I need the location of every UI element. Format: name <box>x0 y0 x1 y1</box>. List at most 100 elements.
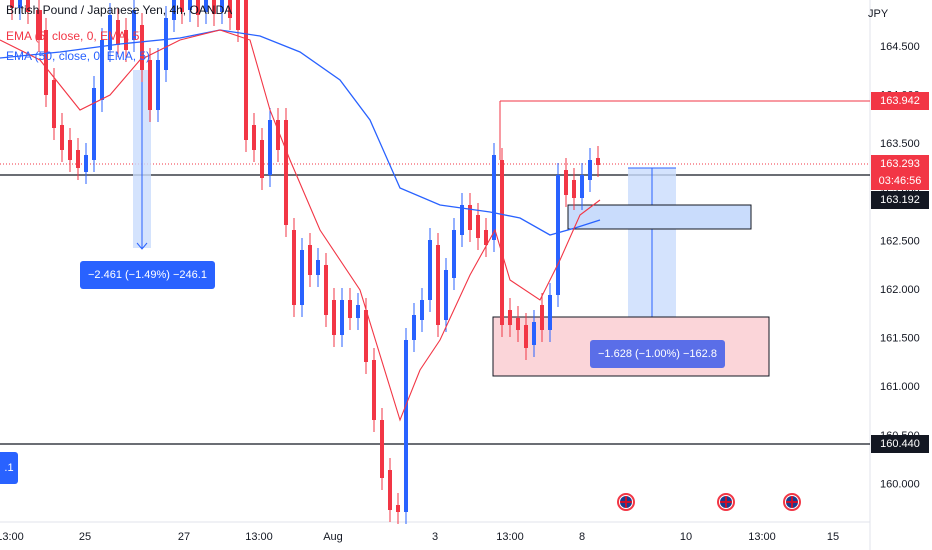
candle-body <box>580 175 584 198</box>
candle-body <box>228 0 232 18</box>
candle-body <box>100 40 104 100</box>
candle-body <box>516 318 520 330</box>
candle-body <box>148 60 152 110</box>
candle-body <box>68 140 72 160</box>
candle-body <box>236 0 240 30</box>
candle-body <box>508 310 512 325</box>
price-tag-support: 160.440 <box>871 435 929 453</box>
candle-body <box>60 125 64 150</box>
candle-body <box>556 175 560 295</box>
candle-body <box>484 230 488 245</box>
ema-fast-line <box>0 29 601 422</box>
time-tick-label: 13:00 <box>748 531 776 543</box>
candle-body <box>124 30 128 50</box>
candle-body <box>164 18 168 70</box>
candle-body <box>396 505 400 512</box>
candle-body <box>532 322 536 345</box>
time-tick-label: 25 <box>79 531 91 543</box>
candle-body <box>196 0 200 15</box>
candle-body <box>276 120 280 150</box>
candle-body <box>132 10 136 40</box>
price-tag-last: 163.293 <box>871 155 929 173</box>
candle-body <box>26 0 30 12</box>
candle-body <box>380 420 384 478</box>
candle-body <box>444 270 448 320</box>
measure-label-right[interactable]: −1.628 (−1.00%) −162.8 <box>590 340 725 368</box>
candle-body <box>44 30 48 95</box>
candle-body <box>52 80 56 128</box>
candle-body <box>308 245 312 275</box>
candle-body <box>252 125 256 150</box>
countdown-tag: 03:46:56 <box>871 172 929 190</box>
candle-body <box>476 215 480 238</box>
candle-body <box>572 180 576 198</box>
candle-body <box>500 160 504 325</box>
candle-body <box>372 360 376 420</box>
time-tick-label: 13:00 <box>0 531 24 543</box>
candle-body <box>220 0 224 12</box>
candle-body <box>364 310 368 362</box>
time-tick-label: 13:00 <box>245 531 273 543</box>
candle-body <box>36 10 42 40</box>
time-tick-label: 27 <box>178 531 190 543</box>
gbp-flag-icon[interactable] <box>717 493 735 511</box>
measure-label-left[interactable]: −2.461 (−1.49%) −246.1 <box>80 261 215 289</box>
legend-symbol[interactable]: British Pound / Japanese Yen, 4h, OANDA <box>6 3 233 17</box>
candle-body <box>292 230 296 305</box>
candle-body <box>188 0 192 10</box>
supply-zone-box <box>567 204 752 230</box>
candle-body <box>460 205 464 235</box>
candle-body <box>492 155 496 240</box>
candle-body <box>172 0 176 20</box>
candle-body <box>204 0 208 12</box>
candle-body <box>212 0 216 14</box>
candle-body <box>452 230 456 278</box>
candle-body <box>596 158 600 165</box>
side-badge[interactable]: .1 <box>0 452 18 484</box>
price-tick-label: 161.000 <box>880 381 920 393</box>
time-tick-label: 10 <box>680 531 692 543</box>
candle-body <box>10 0 14 8</box>
price-tick-label: 160.000 <box>880 478 920 490</box>
time-tick-label: Aug <box>323 531 343 543</box>
price-tag-level: 163.192 <box>871 191 929 209</box>
time-tick-label: 15 <box>827 531 839 543</box>
currency-label: JPY <box>868 8 889 20</box>
candle-body <box>260 140 264 178</box>
price-tick-label: 162.500 <box>880 235 920 247</box>
candle-body <box>428 240 432 300</box>
candle-body <box>548 295 552 330</box>
candle-body <box>108 15 112 50</box>
measure-arrowhead-left <box>136 242 148 250</box>
gbp-flag-icon[interactable] <box>783 493 801 511</box>
price-tick-label: 162.000 <box>880 284 920 296</box>
candle-body <box>300 250 304 305</box>
legend-ema-fast[interactable]: EMA (5, close, 0, EMA, 5) <box>6 29 144 43</box>
price-tick-label: 161.500 <box>880 333 920 345</box>
gbp-flag-inner <box>620 496 632 508</box>
candle-body <box>540 305 544 330</box>
candle-body <box>436 245 440 325</box>
gbp-flag-icon[interactable] <box>617 493 635 511</box>
candle-body <box>332 300 336 335</box>
candle-body <box>388 470 392 510</box>
candle-body <box>92 88 96 160</box>
time-tick-label: 8 <box>579 531 585 543</box>
candle-body <box>76 150 80 168</box>
candle-body <box>468 205 472 230</box>
candle-body <box>18 0 22 8</box>
time-tick-label: 13:00 <box>496 531 524 543</box>
candle-body <box>156 60 160 110</box>
candle-body <box>404 340 408 512</box>
candle-body <box>564 170 568 195</box>
gbp-flag-inner <box>720 496 732 508</box>
candle-body <box>180 0 184 12</box>
legend-ema-slow[interactable]: EMA (50, close, 0, EMA, 5) <box>6 49 151 63</box>
price-tick-label: 163.500 <box>880 138 920 150</box>
candle-body <box>84 155 88 172</box>
candle-body <box>284 120 288 225</box>
gbp-flag-inner <box>786 496 798 508</box>
candle-body <box>316 260 320 275</box>
